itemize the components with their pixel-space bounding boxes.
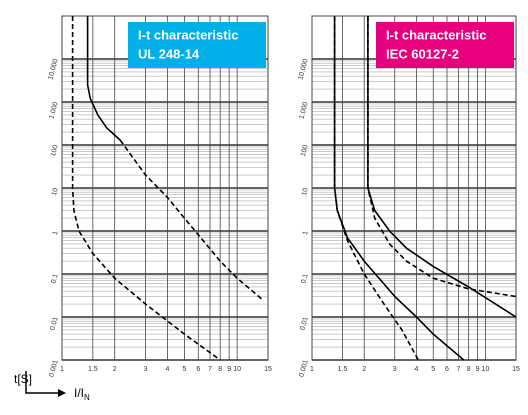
y-tick-label: 0.001 [48, 359, 59, 378]
x-tick-label: 5 [182, 366, 186, 373]
axis-arrow [25, 371, 58, 394]
x-tick-label: 15 [512, 366, 520, 373]
x-label-main: I/I [74, 386, 84, 400]
y-tick-label: 10.000 [47, 58, 59, 81]
chart-title: I-t characteristic [386, 27, 486, 42]
x-tick-label: 9 [476, 366, 480, 373]
x-tick-label: 8 [218, 366, 222, 373]
chart-subtitle: UL 248-14 [138, 46, 200, 61]
curve [367, 16, 517, 298]
y-tick-label: 1.000 [298, 101, 309, 120]
x-tick-label: 10 [233, 366, 241, 373]
x-tick-label: 6 [445, 366, 449, 373]
y-tick-label: 10 [51, 187, 60, 196]
y-tick-label: 0.001 [298, 359, 309, 378]
chart-title: I-t characteristic [138, 27, 238, 42]
x-tick-label: 7 [457, 366, 461, 373]
y-tick-label: 1.000 [48, 101, 59, 120]
x-tick-label: 2 [113, 366, 117, 373]
x-tick-label: 15 [264, 366, 272, 373]
x-label-sub: N [84, 393, 90, 402]
x-tick-label: 5 [431, 366, 435, 373]
x-tick-label: 2 [362, 366, 366, 373]
x-tick-label: 1.5 [338, 366, 348, 373]
y-axis-label: t[S] [14, 372, 32, 386]
x-tick-label: 4 [414, 366, 418, 373]
title-box [376, 22, 514, 68]
curve [367, 16, 517, 318]
y-tick-label: 0.01 [299, 316, 309, 331]
x-axis-label: I/IN [74, 386, 90, 402]
y-tick-label: 0.1 [50, 273, 59, 284]
x-tick-label: 1 [60, 366, 64, 373]
x-tick-label: 8 [467, 366, 471, 373]
y-tick-label: 100 [50, 144, 60, 157]
chart-subtitle: IEC 60127-2 [386, 46, 459, 61]
x-tick-label: 9 [227, 366, 231, 373]
title-box [128, 22, 266, 68]
curve [86, 16, 121, 141]
x-tick-label: 10 [482, 366, 490, 373]
x-tick-label: 3 [393, 366, 397, 373]
x-tick-label: 1 [310, 366, 314, 373]
y-tick-label: 0.01 [49, 316, 59, 331]
curve [71, 16, 221, 361]
curve [119, 139, 264, 301]
y-tick-label: 0.1 [300, 273, 309, 284]
arrow-head [58, 389, 66, 397]
x-tick-label: 3 [144, 366, 148, 373]
y-tick-label: 1 [302, 230, 310, 236]
y-tick-label: 10.000 [297, 58, 309, 81]
x-tick-label: 6 [196, 366, 200, 373]
y-tick-label: 10 [301, 187, 310, 196]
y-tick-label: 1 [52, 230, 60, 236]
y-tick-label: 100 [300, 144, 310, 157]
x-tick-label: 7 [208, 366, 212, 373]
x-tick-label: 4 [166, 366, 170, 373]
x-tick-label: 1.5 [88, 366, 98, 373]
